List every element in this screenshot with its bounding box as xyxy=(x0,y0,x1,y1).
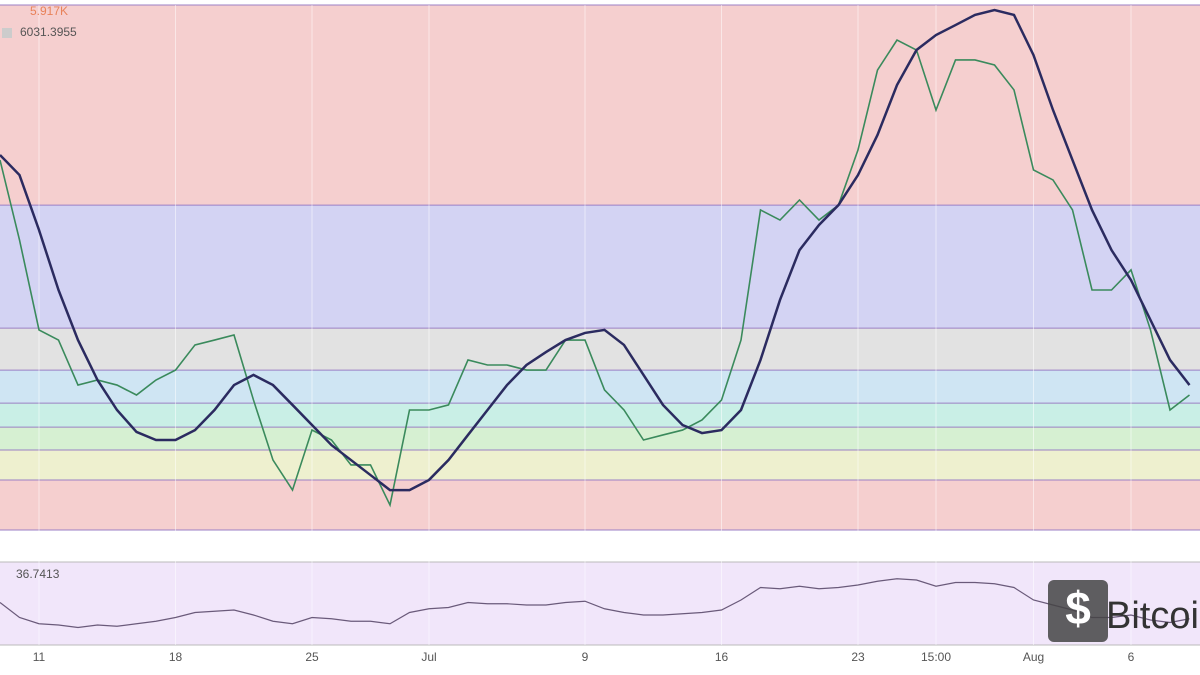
x-tick-label: Jul xyxy=(421,650,436,664)
watermark: Bitcoin xyxy=(1106,595,1200,637)
volume-pane xyxy=(0,530,1200,560)
marks: 11 18 25 Jul 9 16 23 15:00 Aug 6 xyxy=(0,8,1191,664)
header-value: 6031.3955 xyxy=(20,25,77,39)
x-tick-label: 25 xyxy=(305,650,319,664)
series-line xyxy=(0,8,1191,492)
x-tick-label: 23 xyxy=(851,650,865,664)
fib-band xyxy=(0,5,1200,206)
x-tick-label: 9 xyxy=(582,650,589,664)
x-tick-label: 18 xyxy=(169,650,183,664)
bands xyxy=(0,4,1200,645)
fib-band xyxy=(0,370,1200,404)
watermark-icon: $ xyxy=(1065,582,1091,634)
fib-band xyxy=(0,449,1200,480)
icon xyxy=(2,28,12,38)
x-tick-label: 16 xyxy=(715,650,729,664)
x-tick-label: 6 xyxy=(1128,650,1135,664)
rsi-pane xyxy=(0,562,1200,645)
fib-band xyxy=(0,403,1200,428)
fib-band xyxy=(0,328,1200,371)
x-tick-label: 11 xyxy=(33,650,46,664)
x-tick-label: Aug xyxy=(1023,650,1044,664)
x-tick-label: 15:00 xyxy=(921,650,951,664)
fib-band xyxy=(0,205,1200,329)
rsi-label: 36.7413 xyxy=(16,567,60,581)
fib-band xyxy=(0,479,1200,530)
fib-band xyxy=(0,427,1200,450)
header-volume: 5.917K xyxy=(30,4,68,18)
rsi-line xyxy=(0,578,1190,629)
series-line xyxy=(0,39,1190,508)
watermark-logo xyxy=(1048,580,1108,642)
